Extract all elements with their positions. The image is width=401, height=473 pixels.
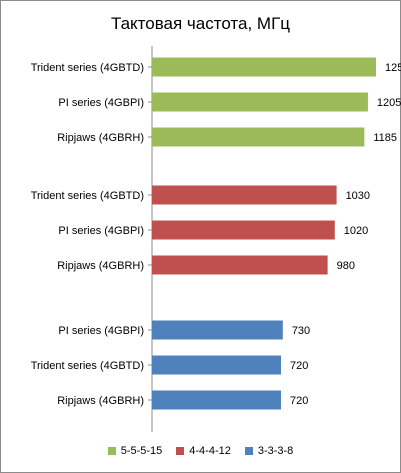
data-label: 980 xyxy=(337,260,355,272)
category-label: Trident series (4GBTD) xyxy=(31,360,144,372)
legend: 5-5-5-15 4-4-4-12 3-3-3-8 xyxy=(0,445,401,457)
legend-item-series-3: 3-3-3-8 xyxy=(244,445,294,457)
legend-label-series-3: 3-3-3-8 xyxy=(257,445,294,457)
category-label: Ripjaws (4GBRH) xyxy=(57,260,144,272)
legend-swatch-series-1 xyxy=(107,447,116,455)
category-label: Trident series (4GBTD) xyxy=(31,62,144,74)
legend-item-series-2: 4-4-4-12 xyxy=(176,445,231,457)
legend-label-series-2: 4-4-4-12 xyxy=(189,445,231,457)
bar-1-2 xyxy=(152,92,368,112)
data-label: 720 xyxy=(290,360,308,372)
data-label: 730 xyxy=(292,325,310,337)
data-label: 1250 xyxy=(385,62,401,74)
legend-swatch-series-3 xyxy=(244,447,253,455)
bar-1-1 xyxy=(152,57,376,77)
data-label: 1185 xyxy=(373,132,397,144)
data-label: 1205 xyxy=(377,97,401,109)
bar-1-3 xyxy=(152,127,365,147)
category-label: PI series (4GBPI) xyxy=(58,325,144,337)
category-label: Trident series (4GBTD) xyxy=(31,190,144,202)
bar-3-2 xyxy=(152,355,282,375)
bar-2-1 xyxy=(152,185,337,205)
bar-2-2 xyxy=(152,220,335,240)
data-label: 1020 xyxy=(344,225,368,237)
category-label: PI series (4GBPI) xyxy=(58,225,144,237)
category-label: Ripjaws (4GBRH) xyxy=(57,395,144,407)
bar-3-3 xyxy=(152,390,282,410)
bar-3-1 xyxy=(152,320,283,340)
chart-title: Тактовая частота, МГц xyxy=(110,14,291,33)
category-label: PI series (4GBPI) xyxy=(58,97,144,109)
legend-swatch-series-2 xyxy=(176,447,185,455)
data-label: 1030 xyxy=(346,190,370,202)
legend-item-series-1: 5-5-5-15 xyxy=(107,445,163,457)
legend-label-series-1: 5-5-5-15 xyxy=(120,445,163,457)
bar-2-3 xyxy=(152,255,328,275)
data-label: 720 xyxy=(290,395,308,407)
category-label: Ripjaws (4GBRH) xyxy=(57,132,144,144)
